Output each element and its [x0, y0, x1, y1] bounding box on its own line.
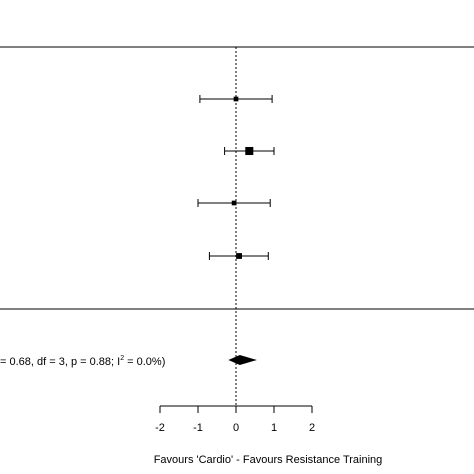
x-tick-label: 2 — [309, 422, 315, 434]
x-axis-label: Favours 'Cardio' - Favours Resistance Tr… — [154, 454, 383, 466]
x-tick-label: 0 — [233, 422, 239, 434]
x-tick-label: -1 — [193, 422, 203, 434]
point-estimate — [233, 96, 239, 102]
heterogeneity-sup: 2 — [120, 355, 124, 362]
study-row — [224, 146, 275, 156]
study-rows — [197, 95, 275, 260]
pooled-diamond — [228, 355, 257, 365]
study-row — [199, 95, 273, 103]
heterogeneity-prefix: = 0.68, df = 3, p = 0.88; I — [0, 356, 120, 368]
point-estimate — [236, 253, 242, 259]
heterogeneity-suffix: = 0.0%) — [124, 356, 165, 368]
x-tick-label: 1 — [271, 422, 277, 434]
study-row — [208, 252, 269, 260]
x-tick-label: -2 — [155, 422, 165, 434]
heterogeneity-text: = 0.68, df = 3, p = 0.88; I2 = 0.0%) — [0, 355, 165, 368]
study-row — [197, 199, 271, 207]
point-estimate — [245, 146, 254, 156]
point-estimate — [231, 200, 237, 206]
x-axis: -2 -1 0 1 2 — [155, 405, 315, 434]
